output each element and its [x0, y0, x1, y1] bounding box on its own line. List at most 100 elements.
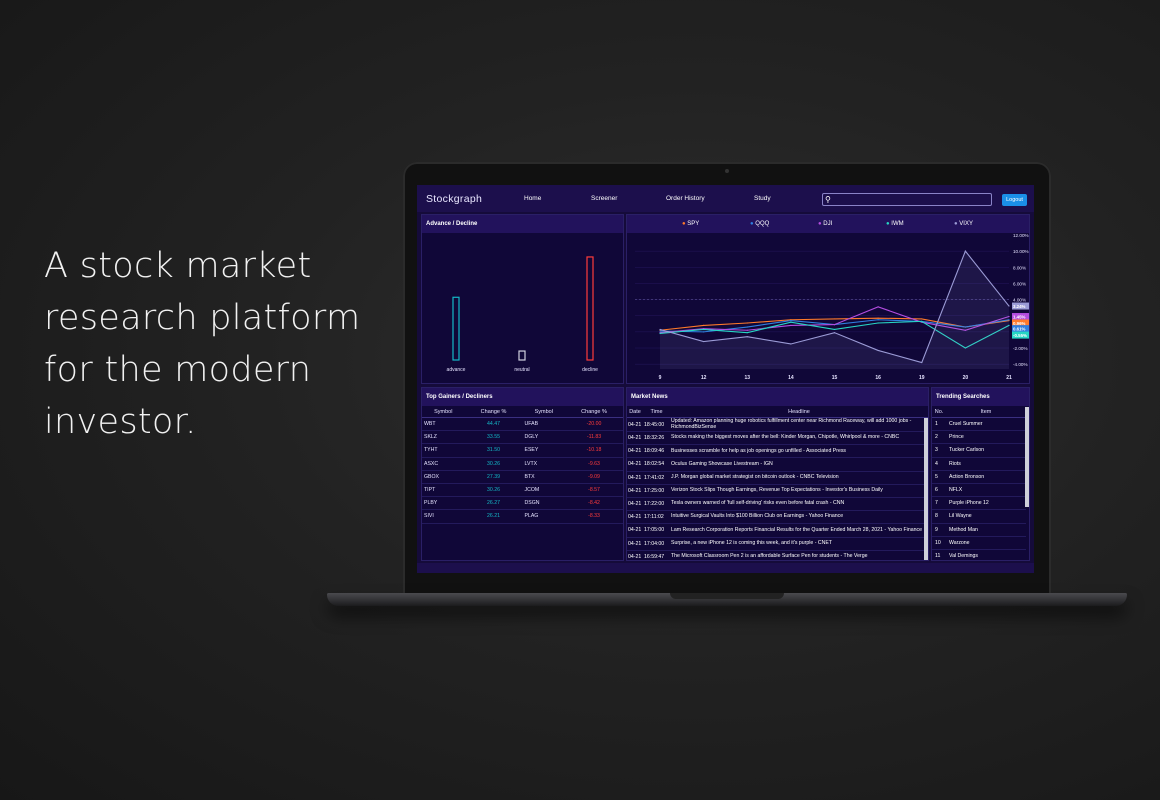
brand-logo[interactable]: Stockgraph: [426, 193, 483, 205]
data-point-dji[interactable]: [790, 324, 792, 327]
data-point-qqq[interactable]: [1008, 319, 1010, 321]
table-row[interactable]: 04-21 18:02:54 Oculus Gaming Showcase Live…: [627, 457, 928, 472]
data-point-qqq[interactable]: [877, 319, 879, 321]
gainer-symbol: PLBY: [422, 496, 465, 511]
col-time[interactable]: Time: [643, 406, 670, 418]
data-point-iwm[interactable]: [790, 321, 792, 323]
nav-screener[interactable]: Screener: [591, 195, 618, 202]
nav-order-history[interactable]: Order History: [666, 195, 705, 202]
data-point-iwm[interactable]: [746, 332, 748, 334]
logout-button[interactable]: Logout: [1002, 194, 1027, 206]
news-time: 18:02:54: [643, 457, 670, 472]
data-point-vixy[interactable]: [921, 361, 923, 364]
data-point-vixy[interactable]: [703, 340, 705, 343]
data-point-dji[interactable]: [877, 306, 879, 308]
table-row[interactable]: 04-21 17:05:00 Lam Research Corporation Re…: [627, 523, 928, 538]
trending-scrollbar[interactable]: [1025, 407, 1029, 507]
table-row[interactable]: 5 Action Bronson: [932, 470, 1026, 484]
table-row[interactable]: 6 NFLX: [932, 483, 1026, 498]
table-row[interactable]: 04-21 17:41:02 J.P. Morgan global market s…: [627, 471, 928, 485]
table-row[interactable]: 04-21 18:09:46 Businesses scramble for hel…: [627, 444, 928, 459]
gainer-change: 31.50: [464, 443, 523, 458]
table-row[interactable]: TIPT 30.26 JCOM -8.57: [422, 483, 623, 498]
table-row[interactable]: 7 Purple iPhone 12: [932, 496, 1026, 511]
data-point-iwm[interactable]: [703, 328, 705, 331]
data-point-vixy[interactable]: [964, 250, 966, 252]
data-point-iwm[interactable]: [877, 322, 879, 324]
data-point-iwm[interactable]: [964, 347, 966, 349]
table-row[interactable]: 04-21 18:45:00 Updated: Amazon planning hu…: [627, 417, 928, 432]
legend-dot: ●: [818, 221, 824, 227]
data-point-spy[interactable]: [746, 322, 748, 324]
data-point-qqq[interactable]: [964, 326, 966, 328]
table-row[interactable]: SKLZ 33.55 DGLY -11.83: [422, 430, 623, 445]
data-point-spy[interactable]: [703, 324, 705, 327]
data-point-spy[interactable]: [833, 318, 836, 320]
legend-item-qqq[interactable]: ● QQQ: [750, 215, 769, 233]
table-row[interactable]: ASXC 30.26 LVTX -9.63: [422, 457, 623, 471]
data-point-vixy[interactable]: [746, 336, 748, 338]
table-row[interactable]: 04-21 17:11:02 Intuitive Surgical Vaults I…: [627, 510, 928, 525]
table-row[interactable]: 04-21 17:04:00 Surprise, a new iPhone 12 i…: [627, 537, 928, 551]
search-input[interactable]: ⚲: [822, 193, 992, 206]
col-item[interactable]: Item: [946, 406, 1026, 418]
data-point-dji[interactable]: [746, 329, 748, 331]
chart-legend: ● SPY ● QQQ ● DJI ● IWM ● VIXY: [627, 215, 1029, 233]
data-point-spy[interactable]: [877, 317, 879, 319]
data-point-qqq[interactable]: [703, 331, 705, 333]
table-row[interactable]: TYHT 31.50 ESEY -10.18: [422, 443, 623, 458]
legend-item-vixy[interactable]: ● VIXY: [954, 215, 973, 233]
data-point-iwm[interactable]: [659, 332, 661, 335]
table-row[interactable]: 9 Method Man: [932, 523, 1026, 537]
decliner-symbol: DGLY: [522, 430, 566, 445]
news-scrollbar[interactable]: [924, 418, 928, 560]
table-row[interactable]: 2 Prince: [932, 430, 1026, 445]
table-row[interactable]: PLBY 26.27 DSGN -8.42: [422, 496, 623, 511]
table-row[interactable]: 8 Lil Wayne: [932, 509, 1026, 524]
bar-advance[interactable]: [452, 296, 460, 361]
data-point-vixy[interactable]: [1008, 305, 1010, 307]
data-point-dji[interactable]: [1008, 315, 1010, 318]
data-point-qqq[interactable]: [746, 326, 748, 328]
data-point-vixy[interactable]: [833, 332, 836, 334]
table-row[interactable]: 1 Cruel Summer: [932, 417, 1026, 432]
table-row[interactable]: 04-21 18:32:26 Stocks making the biggest m…: [627, 431, 928, 446]
table-row[interactable]: 11 Val Demings: [932, 549, 1026, 560]
table-row[interactable]: 04-21 17:25:00 Verizon Stock Slips Though …: [627, 484, 928, 498]
col-headline[interactable]: Headline: [670, 406, 928, 418]
col-symbol[interactable]: Symbol: [522, 406, 566, 418]
col-number[interactable]: No.: [932, 406, 946, 418]
legend-item-iwm[interactable]: ● IWM: [886, 215, 904, 233]
data-point-iwm[interactable]: [1008, 324, 1010, 327]
index-line-chart: 12.00%10.00%8.00%6.00%4.00%2.00%-2.00%-4…: [635, 233, 1029, 381]
table-row[interactable]: SIVI 26.21 PLAG -8.33: [422, 509, 623, 524]
table-row[interactable]: 4 Riots: [932, 457, 1026, 471]
nav-home[interactable]: Home: [524, 195, 542, 202]
table-row[interactable]: WBT 44.47 UFAB -20.00: [422, 417, 623, 432]
table-row[interactable]: 04-21 17:22:00 Tesla owners warned of 'ful…: [627, 497, 928, 512]
data-point-vixy[interactable]: [659, 328, 661, 331]
col-date[interactable]: Date: [627, 406, 643, 418]
legend-item-spy[interactable]: ● SPY: [682, 215, 699, 233]
table-row[interactable]: 10 Warzone: [932, 536, 1026, 550]
data-point-dji[interactable]: [833, 324, 836, 326]
col-change[interactable]: Change %: [464, 406, 523, 418]
data-point-spy[interactable]: [921, 318, 923, 320]
data-point-vixy[interactable]: [790, 343, 792, 345]
data-point-qqq[interactable]: [659, 330, 661, 332]
table-row[interactable]: 3 Tucker Carlson: [932, 443, 1026, 458]
bar-decline[interactable]: [586, 256, 594, 361]
col-symbol[interactable]: Symbol: [422, 406, 465, 418]
legend-item-dji[interactable]: ● DJI: [818, 215, 832, 233]
data-point-iwm[interactable]: [833, 328, 836, 331]
data-point-qqq[interactable]: [790, 319, 792, 322]
nav-study[interactable]: Study: [754, 195, 771, 202]
data-point-dji[interactable]: [964, 329, 966, 331]
data-point-iwm[interactable]: [921, 320, 923, 322]
col-change[interactable]: Change %: [565, 406, 623, 418]
table-row[interactable]: GBOX 27.39 BTX -9.09: [422, 470, 623, 484]
trend-item: NFLX: [946, 483, 1026, 498]
bar-neutral[interactable]: [518, 350, 526, 361]
data-point-vixy[interactable]: [877, 349, 879, 352]
table-row[interactable]: 04-21 16:59:47 The Microsoft Classroom Pen…: [627, 550, 928, 560]
